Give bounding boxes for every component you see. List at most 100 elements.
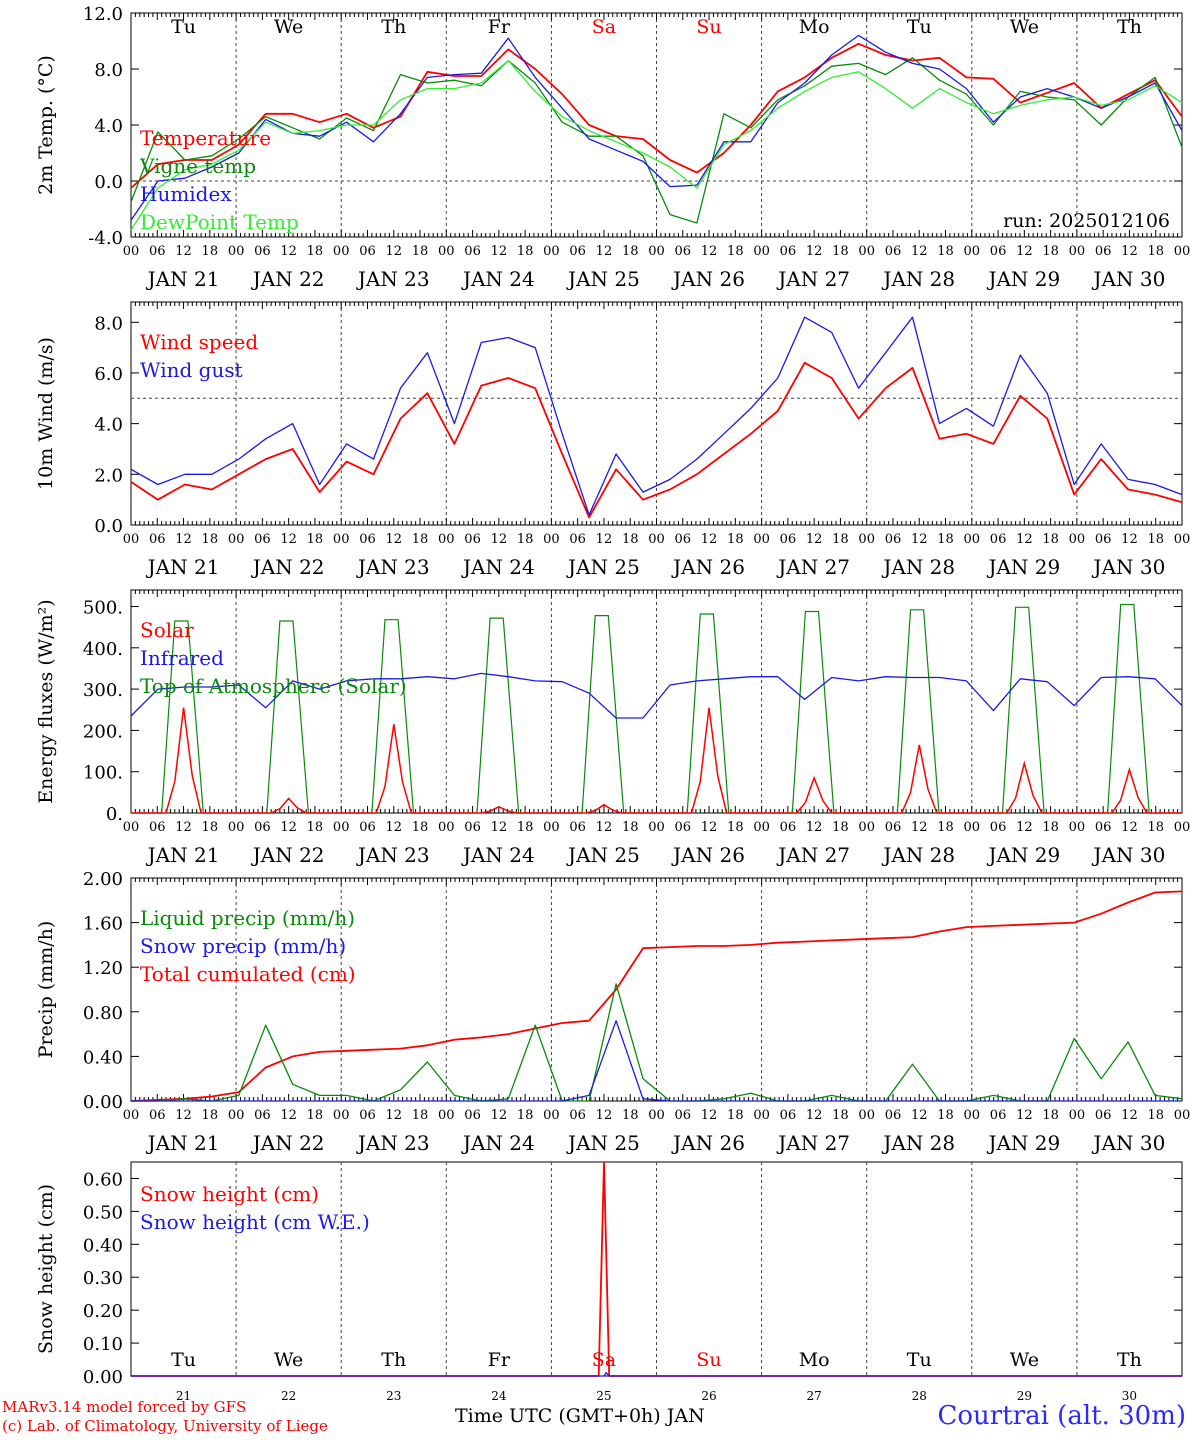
legend-entry: Snow height (cm): [140, 1182, 319, 1206]
hour-label: 12: [911, 532, 928, 547]
hour-label: 18: [832, 244, 849, 259]
hour-label: 06: [780, 532, 797, 547]
series-liquid-precip-mm-h-: [131, 983, 1183, 1102]
date-label: JAN 28: [881, 267, 955, 291]
y-tick-label: 2.00: [83, 869, 123, 890]
day-number: 24: [491, 1389, 507, 1403]
y-tick-label: 0.0: [94, 172, 123, 193]
hour-label: 12: [701, 820, 718, 835]
date-label: JAN 25: [566, 843, 640, 867]
hour-label: 18: [832, 532, 849, 547]
hour-label: 06: [359, 532, 376, 547]
date-label: JAN 26: [671, 267, 745, 291]
hour-label: 12: [596, 244, 613, 259]
series-wind-gust: [130, 316, 1183, 516]
hour-label: 12: [806, 532, 823, 547]
y-tick-label: 4.0: [94, 116, 123, 137]
date-label: JAN 22: [251, 843, 325, 867]
y-tick-label: 1.60: [83, 914, 123, 935]
hour-label: 00: [333, 1108, 350, 1123]
date-label: JAN 23: [356, 1131, 430, 1155]
date-label: JAN 27: [776, 555, 850, 579]
hour-label: 06: [990, 532, 1007, 547]
weekday-label: We: [274, 1349, 303, 1371]
model-credit: MARv3.14 model forced by GFS (c) Lab. of…: [2, 1398, 328, 1436]
y-axis-label: Energy fluxes (W/m²): [35, 599, 57, 803]
weekday-label: Tu: [907, 16, 932, 38]
y-tick-label: 4.0: [94, 415, 123, 436]
hour-label: 00: [858, 244, 875, 259]
hour-label: 00: [123, 820, 140, 835]
hour-label: 00: [753, 820, 770, 835]
date-label: JAN 30: [1092, 267, 1166, 291]
y-tick-label: 0.60: [83, 1169, 123, 1190]
y-tick-label: 12.0: [83, 4, 123, 25]
hour-label: 12: [806, 1108, 823, 1123]
weekday-label: Tu: [171, 16, 196, 38]
hour-label: 06: [359, 244, 376, 259]
hour-label: 06: [1095, 1108, 1112, 1123]
hour-label: 00: [228, 532, 245, 547]
hour-label: 00: [648, 1108, 665, 1123]
date-label: JAN 26: [671, 843, 745, 867]
legend-entry: Wind speed: [140, 330, 258, 354]
y-tick-label: 300.: [83, 680, 123, 701]
y-axis-label: 10m Wind (m/s): [35, 337, 57, 490]
hour-label: 12: [1121, 244, 1138, 259]
hour-label: 00: [1174, 820, 1191, 835]
hour-label: 06: [464, 820, 481, 835]
hour-label: 12: [1016, 1108, 1033, 1123]
y-tick-label: 0.20: [83, 1301, 123, 1322]
hour-label: 00: [543, 532, 560, 547]
hour-label: 18: [727, 1108, 744, 1123]
date-label: JAN 27: [776, 843, 850, 867]
legend-entry: Snow height (cm W.E.): [140, 1210, 370, 1234]
legend-entry: Solar: [140, 618, 194, 642]
hour-label: 18: [412, 1108, 429, 1123]
weekday-label: Su: [696, 16, 721, 38]
y-tick-label: 6.0: [94, 364, 123, 385]
date-label: JAN 29: [986, 555, 1060, 579]
hour-label: 06: [990, 244, 1007, 259]
series-solar: [131, 707, 1182, 814]
y-tick-label: 0.00: [83, 1092, 123, 1113]
hour-label: 06: [254, 820, 271, 835]
panel-5: 0.00 0.10 0.20 0.30 0.40 0.50 0.60 Snow height …: [35, 1161, 1183, 1403]
hour-label: 00: [1174, 244, 1191, 259]
hour-label: 18: [727, 820, 744, 835]
day-number: 29: [1017, 1389, 1032, 1403]
hour-label: 00: [543, 1108, 560, 1123]
hour-label: 18: [202, 820, 219, 835]
y-tick-label: -4.0: [88, 228, 123, 249]
hour-label: 06: [464, 1108, 481, 1123]
hour-label: 00: [1069, 244, 1086, 259]
weekday-label: Th: [381, 1349, 406, 1371]
hour-label: 18: [307, 820, 324, 835]
hour-label: 06: [990, 1108, 1007, 1123]
hour-label: 18: [202, 244, 219, 259]
hour-label: 18: [1042, 820, 1059, 835]
hour-label: 00: [858, 532, 875, 547]
hour-label: 18: [517, 532, 534, 547]
hour-label: 18: [1147, 532, 1164, 547]
hour-label: 00: [648, 532, 665, 547]
hour-label: 12: [701, 532, 718, 547]
legend-entry: DewPoint Temp: [140, 210, 299, 234]
hour-label: 18: [1042, 532, 1059, 547]
weekday-label: Tu: [907, 1349, 932, 1371]
hour-label: 18: [307, 244, 324, 259]
hour-label: 00: [858, 820, 875, 835]
date-label: JAN 25: [566, 555, 640, 579]
model-label: MARv3.14 model forced by GFS: [2, 1398, 247, 1416]
plot-frame: [130, 301, 1183, 526]
date-label: JAN 22: [251, 555, 325, 579]
hour-label: 12: [1016, 244, 1033, 259]
hour-label: 06: [464, 244, 481, 259]
hour-label: 06: [990, 820, 1007, 835]
hour-label: 12: [596, 532, 613, 547]
hour-label: 06: [675, 1108, 692, 1123]
panel-4: 0.00 0.40 0.80 1.20 1.60 2.00 Precip (mm/h) 00 0…: [35, 869, 1190, 1155]
date-label: JAN 25: [566, 267, 640, 291]
date-label: JAN 21: [146, 1131, 220, 1155]
y-tick-label: 0.0: [94, 516, 123, 537]
